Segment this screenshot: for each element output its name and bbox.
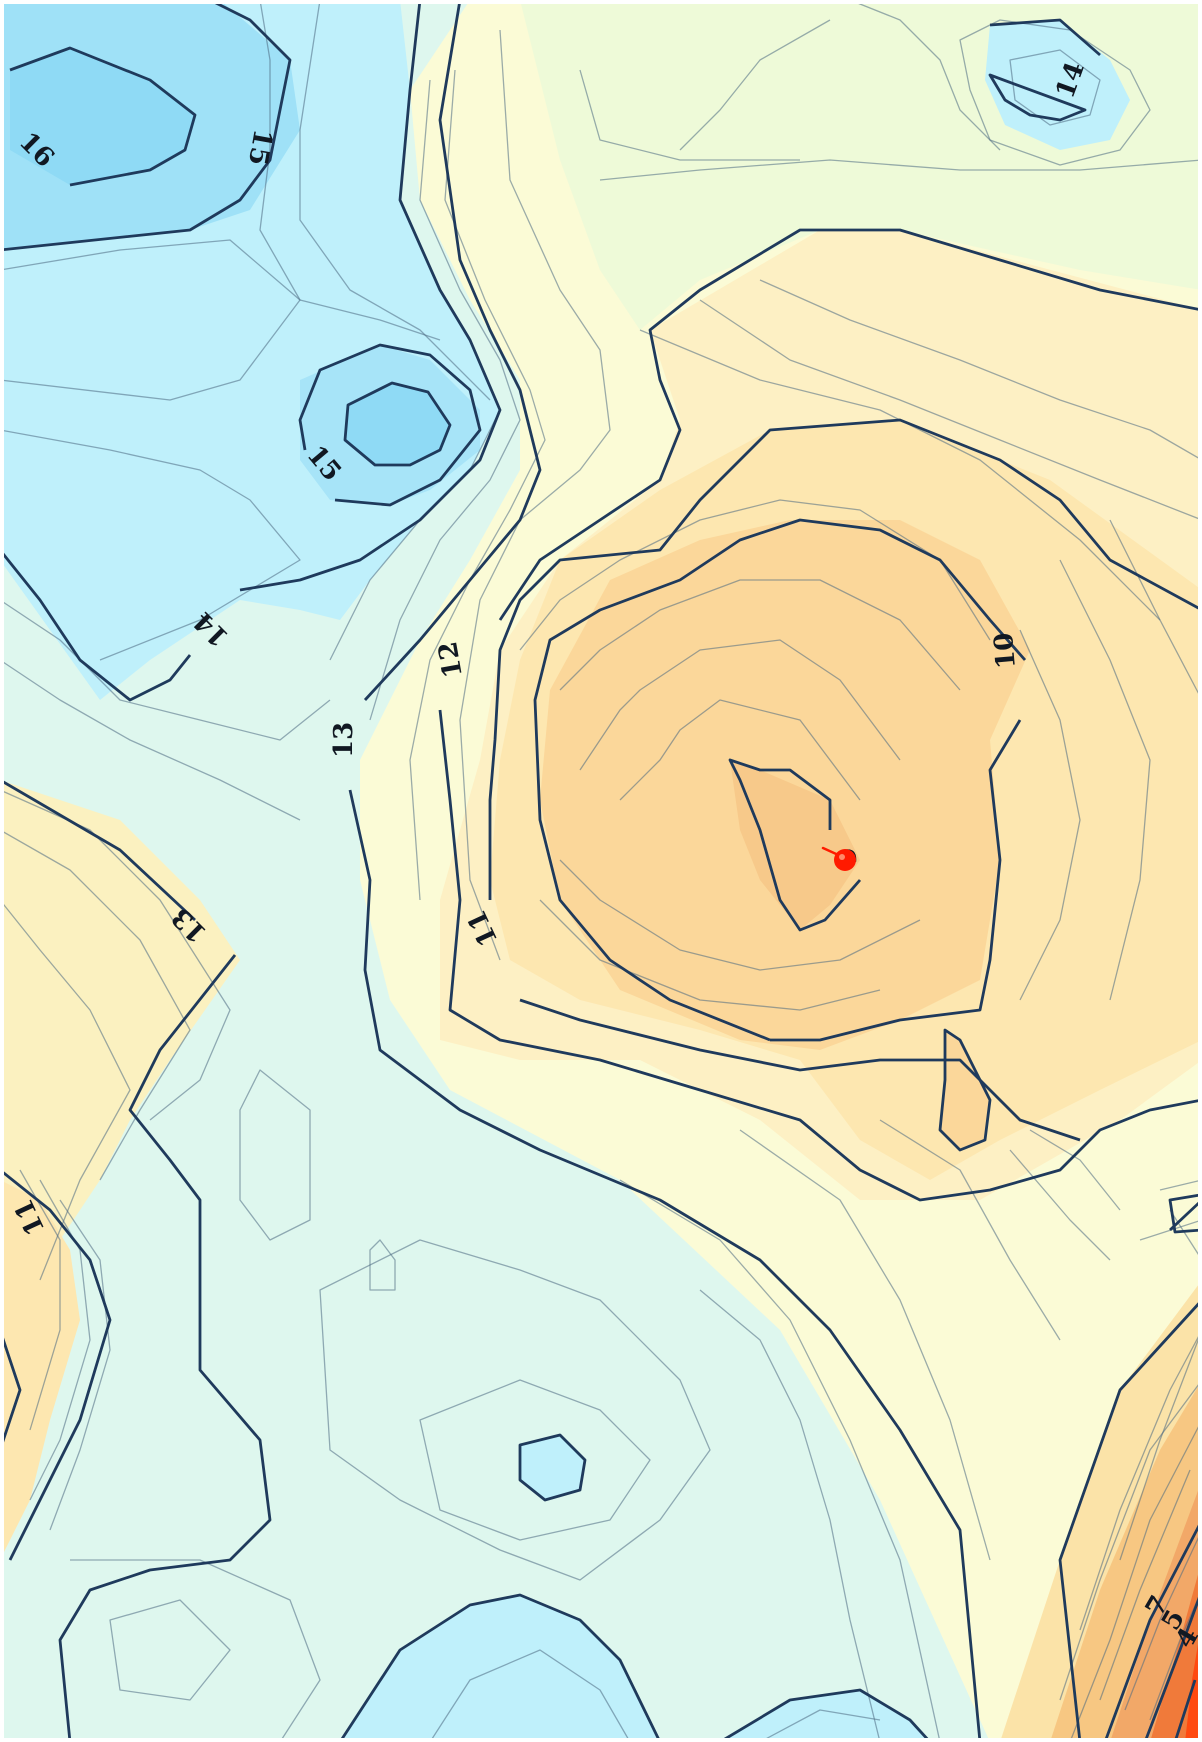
warm-region-left [0, 780, 240, 1300]
contour-label-13-center: 13 [329, 722, 359, 758]
contour-13-bottom-center [518, 1433, 587, 1502]
contour-11-center [488, 418, 1202, 900]
contour-5 [1143, 1589, 1202, 1742]
contour-9-center [728, 758, 862, 932]
coldest-core-top-left [10, 48, 195, 185]
contour-10-center-b [770, 719, 1022, 1042]
contour-15-inner [343, 381, 452, 467]
contour-11-left-b [0, 1329, 22, 1451]
contour-4 [1173, 1679, 1197, 1742]
contour-label-15-top: 15 [242, 127, 278, 168]
contour-label-10: 10 [989, 631, 1022, 670]
contour-11-left [0, 1168, 112, 1561]
contour-16-top-left [9, 46, 197, 187]
contour-14-top-right-b [988, 73, 1087, 122]
contour-13-bottom-right [719, 1688, 932, 1742]
contour-13-center [348, 789, 982, 1742]
hot-region-inner [730, 760, 860, 930]
contour-11-center-b [519, 998, 1081, 1142]
cold-patch-bottom-center [520, 1435, 585, 1500]
contour-label-12: 12 [433, 639, 469, 680]
contour-15-center-left [298, 343, 482, 507]
contour-13-center-b [363, 0, 542, 701]
cold-region-bottom-left [340, 1595, 660, 1742]
coldest-core-center-left [345, 383, 450, 465]
contour-13-left-b [58, 954, 272, 1742]
contour-12-center-b [498, 228, 1202, 621]
contour-13-left [0, 778, 196, 922]
contour-10-center [533, 518, 1027, 1042]
contour-12-center [438, 709, 1202, 1202]
contour-7 [1103, 1519, 1202, 1742]
contour-12-right [1169, 1198, 1202, 1232]
contour-14-left-b [239, 0, 502, 592]
contour-10-small [938, 1028, 992, 1152]
cold-patch-top-right [985, 20, 1130, 150]
contour-13-bottom-left [338, 1593, 662, 1742]
cold-region-bottom-right [720, 1690, 930, 1742]
contour-13-bottom-right-b [1058, 1299, 1202, 1742]
contour-15-top-left [0, 0, 292, 252]
contour-14-left [0, 549, 192, 702]
contour-12-right-b [1168, 1193, 1202, 1234]
contour-14-top-right [989, 18, 1101, 57]
location-pin-icon[interactable] [821, 846, 856, 871]
